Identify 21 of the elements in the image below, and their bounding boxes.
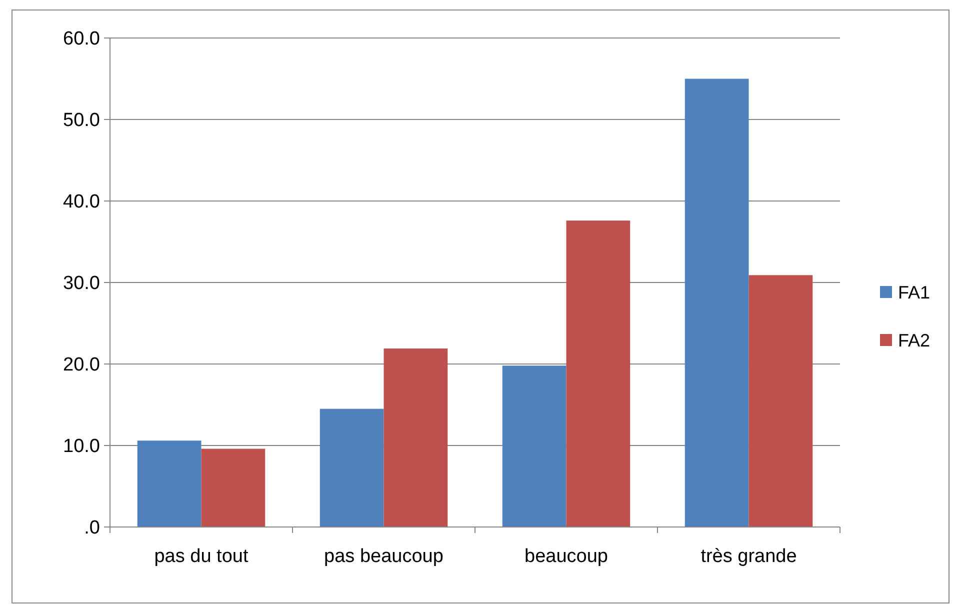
y-tick-label: 30.0 [63,273,100,294]
bar [201,448,266,527]
bar [748,275,813,527]
y-tick-label: 20.0 [63,354,100,376]
y-tick-label: 50.0 [63,110,100,132]
x-tick-label: pas du tout [154,546,249,567]
legend-label: FA1 [898,282,930,302]
bar [502,366,566,527]
y-tick-label: .0 [84,518,100,539]
legend-label: FA2 [898,330,930,350]
y-tick-label: 40.0 [63,192,100,213]
bar [137,440,202,527]
x-tick-label: beaucoup [524,546,608,567]
bar [320,408,384,527]
x-tick-label: très grande [700,546,797,567]
bar [684,78,749,527]
bar [384,348,448,527]
x-tick-label: pas beaucoup [324,546,444,567]
bar [566,220,630,527]
y-tick-label: 60.0 [63,28,100,50]
y-tick-label: 10.0 [63,436,100,458]
